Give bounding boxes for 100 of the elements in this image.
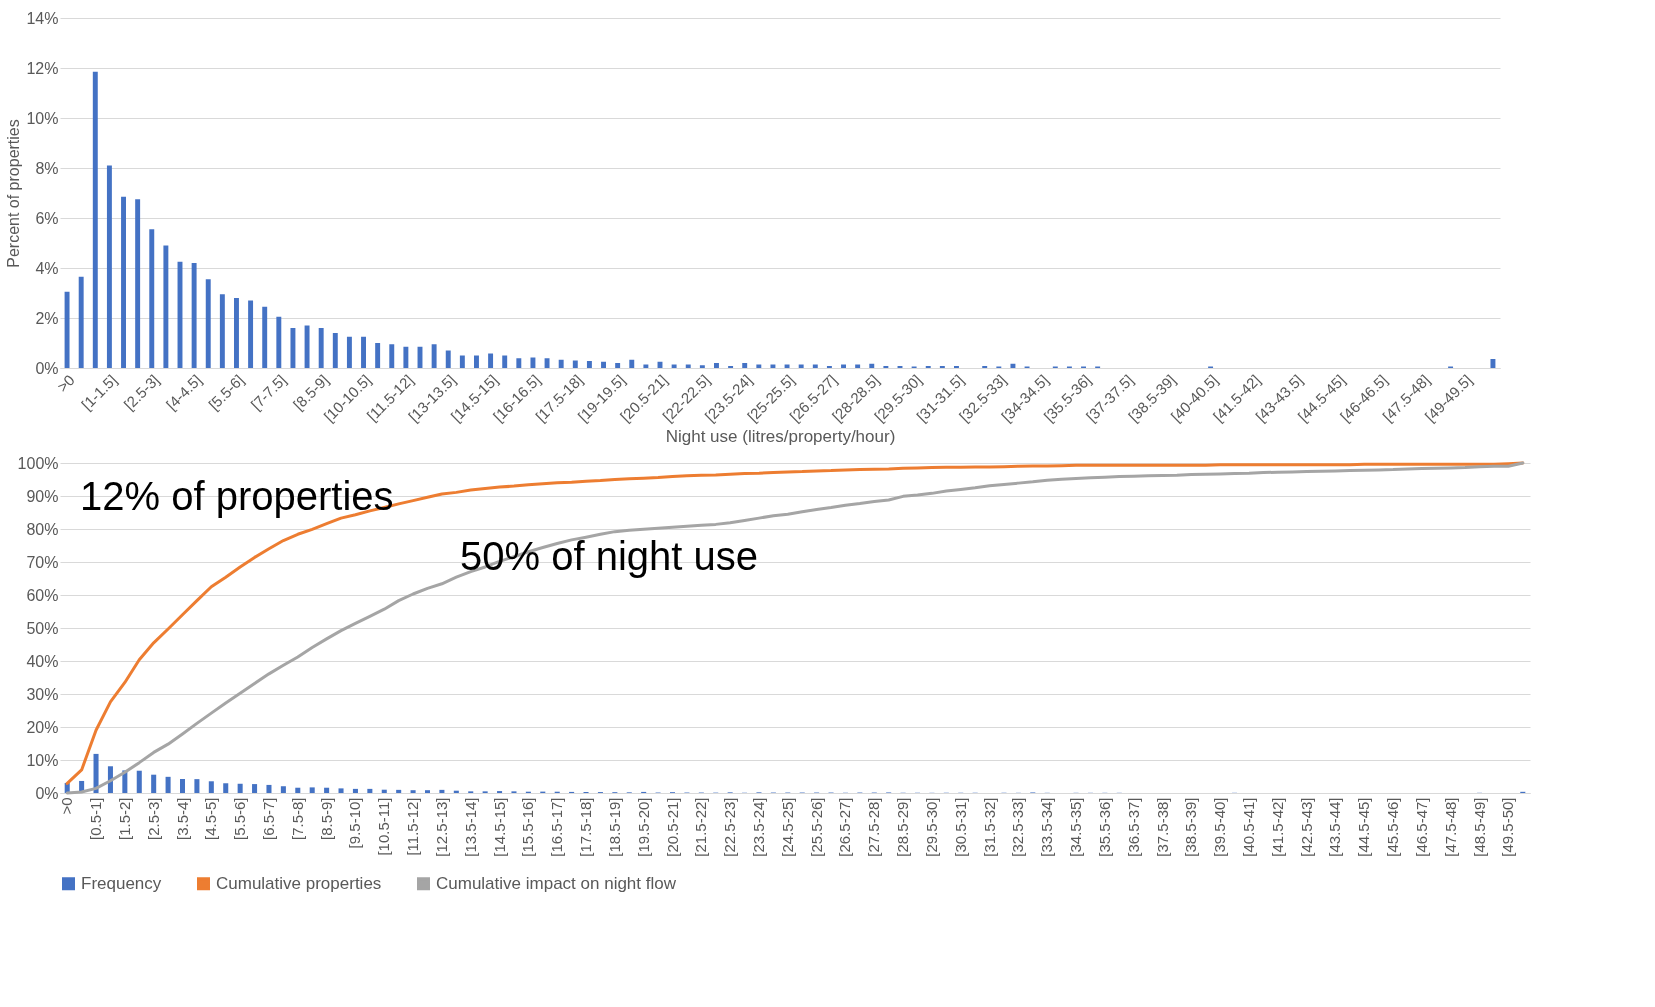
bar: [92, 71, 98, 368]
x-tick-label: [16.5-17]: [548, 797, 566, 857]
bar: [615, 363, 621, 368]
bar: [309, 787, 315, 793]
bar: [742, 363, 748, 368]
x-tick-label: [26.5-27]: [836, 797, 854, 857]
bar: [78, 276, 84, 368]
y-tick-label: 10%: [26, 109, 59, 127]
bar: [375, 343, 381, 368]
x-tick-label: [31.5-32]: [980, 797, 998, 857]
y-tick-label: 70%: [26, 553, 59, 571]
x-tick-label: [20.5-21]: [663, 797, 681, 857]
bar: [106, 165, 112, 368]
x-tick-label: [19.5-20]: [634, 797, 652, 857]
bar: [208, 781, 214, 793]
bar: [714, 363, 719, 368]
x-tick-label: [46.5-47]: [1412, 797, 1430, 857]
bar: [410, 790, 416, 793]
bar: [445, 350, 451, 368]
bar: [262, 306, 268, 368]
bar: [64, 291, 70, 368]
y-tick-label: 20%: [26, 718, 59, 736]
y-tick-label: 0%: [35, 784, 59, 802]
y-tick-label: 4%: [35, 259, 59, 277]
x-tick-label: [23.5-24]: [749, 797, 767, 857]
x-tick-label: [8.5-9]: [317, 797, 335, 841]
x-tick-label: [7.5-8]: [288, 797, 306, 841]
bar: [1490, 359, 1496, 368]
y-axis-title: Percent of properties: [5, 119, 23, 268]
bar: [237, 783, 243, 793]
x-axis-title: Night use (litres/property/hour): [665, 426, 896, 446]
x-tick-label: [13.5-14]: [461, 797, 479, 857]
x-tick-label: [32.5-33]: [1009, 797, 1027, 857]
x-tick-label: [33.5-34]: [1038, 797, 1056, 857]
bar: [586, 361, 592, 368]
x-tick-label: >0: [58, 797, 76, 815]
bar: [191, 263, 197, 368]
legend-label: Frequency: [81, 873, 162, 893]
x-tick-label: [2.5-3]: [144, 797, 162, 841]
y-tick-label: 90%: [26, 487, 59, 505]
y-tick-label: 14%: [26, 9, 59, 27]
x-tick-label: [34.5-35]: [1067, 797, 1085, 857]
bar: [1010, 363, 1016, 368]
bar: [459, 355, 465, 368]
bar: [516, 358, 522, 368]
legend-label: Cumulative properties: [216, 873, 382, 893]
bar: [149, 229, 155, 368]
bar: [332, 333, 338, 368]
x-tick-label: [49.5-50]: [1499, 797, 1517, 857]
bar: [431, 344, 437, 368]
y-tick-label: 10%: [26, 751, 59, 769]
x-tick-label: [40.5-41]: [1239, 797, 1257, 857]
x-tick-label: [47.5-48]: [1441, 797, 1459, 857]
x-tick-label: [15.5-16]: [519, 797, 537, 857]
bar: [869, 363, 875, 368]
bar: [367, 788, 373, 793]
bar: [396, 789, 402, 793]
bar: [223, 783, 229, 793]
y-tick-label: 40%: [26, 652, 59, 670]
bar: [163, 245, 169, 368]
bar: [324, 787, 330, 793]
x-tick-label: [18.5-19]: [605, 797, 623, 857]
x-tick-label: [17.5-18]: [577, 797, 595, 857]
x-tick-label: [44.5-45]: [1355, 797, 1373, 857]
x-tick-label: [1.5-2]: [115, 797, 133, 841]
x-tick-label: [35.5-36]: [1095, 797, 1113, 857]
bar: [352, 788, 358, 793]
bar: [121, 196, 126, 368]
x-tick-label: [28.5-29]: [894, 797, 912, 857]
bar: [629, 359, 635, 368]
x-tick-label: [39.5-40]: [1211, 797, 1229, 857]
bar: [424, 790, 431, 793]
x-tick-label: [41.5-42]: [1268, 797, 1286, 857]
x-tick-label: [0.5-1]: [87, 797, 105, 841]
x-tick-label: [48.5-49]: [1470, 797, 1488, 857]
x-tick-label: [5.5-6]: [231, 797, 249, 841]
bar: [93, 753, 99, 793]
bar: [136, 770, 142, 793]
x-tick-label: [21.5-22]: [692, 797, 710, 857]
x-tick-label: [43.5-44]: [1326, 797, 1344, 857]
bar: [205, 279, 211, 368]
y-tick-label: 12%: [26, 59, 59, 77]
x-tick-label: [24.5-25]: [778, 797, 796, 857]
bar: [194, 779, 200, 793]
y-tick-label: 2%: [35, 309, 59, 327]
bar: [544, 358, 550, 368]
bar: [248, 300, 254, 368]
x-tick-label: [25.5-26]: [807, 797, 825, 857]
x-tick-label: [4.5-5]: [202, 797, 220, 841]
legend-label: Cumulative impact on night flow: [436, 873, 677, 893]
y-tick-label: 8%: [35, 159, 59, 177]
annotation: 12% of properties: [80, 474, 394, 518]
bar: [266, 784, 272, 793]
bar: [389, 344, 395, 368]
bar: [276, 316, 282, 368]
x-tick-label: [38.5-39]: [1182, 797, 1200, 857]
x-tick-label: [10.5-11]: [375, 797, 393, 856]
bar: [151, 774, 157, 793]
x-tick-label: [42.5-43]: [1297, 797, 1315, 857]
bar: [280, 786, 286, 793]
